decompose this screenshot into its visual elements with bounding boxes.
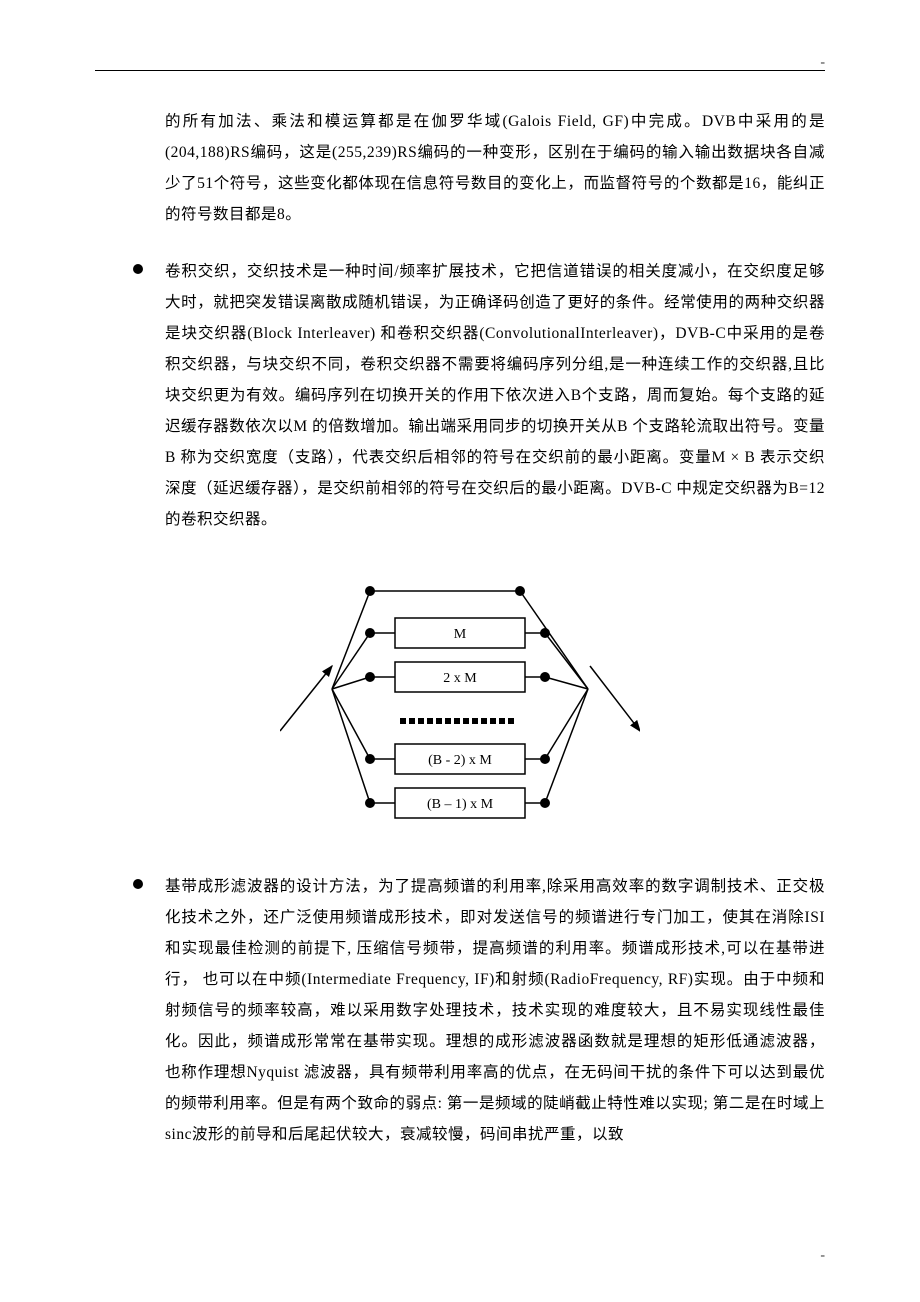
paragraph-rs-encoding: 的所有加法、乘法和模运算都是在伽罗华域(Galois Field, GF)中完成… [95, 106, 825, 230]
top-horizontal-rule [95, 70, 825, 71]
paragraph-interleaver-text: 卷积交织，交织技术是一种时间/频率扩展技术，它把信道错误的相关度减小，在交织度足… [165, 263, 825, 528]
svg-text:(B - 2) x M: (B - 2) x M [428, 753, 492, 768]
bullet-icon [133, 264, 143, 274]
corner-mark-top: - [820, 55, 825, 71]
svg-text:(B – 1) x M: (B – 1) x M [427, 797, 494, 812]
paragraph-interleaver: 卷积交织，交织技术是一种时间/频率扩展技术，它把信道错误的相关度减小，在交织度足… [95, 256, 825, 535]
bullet-icon [133, 879, 143, 889]
corner-mark-bottom: - [820, 1248, 825, 1264]
page: - 的所有加法、乘法和模运算都是在伽罗华域(Galois Field, GF)中… [0, 0, 920, 1302]
svg-text:2 x M: 2 x M [443, 671, 477, 686]
paragraph-baseband-filter: 基带成形滤波器的设计方法，为了提高频谱的利用率,除采用高效率的数字调制技术、正交… [95, 871, 825, 1150]
interleaver-diagram: M 2 x M (B - 2) x M (B – 1) x M [280, 561, 640, 841]
svg-text:M: M [454, 627, 467, 642]
paragraph-baseband-filter-text: 基带成形滤波器的设计方法，为了提高频谱的利用率,除采用高效率的数字调制技术、正交… [165, 878, 825, 1143]
